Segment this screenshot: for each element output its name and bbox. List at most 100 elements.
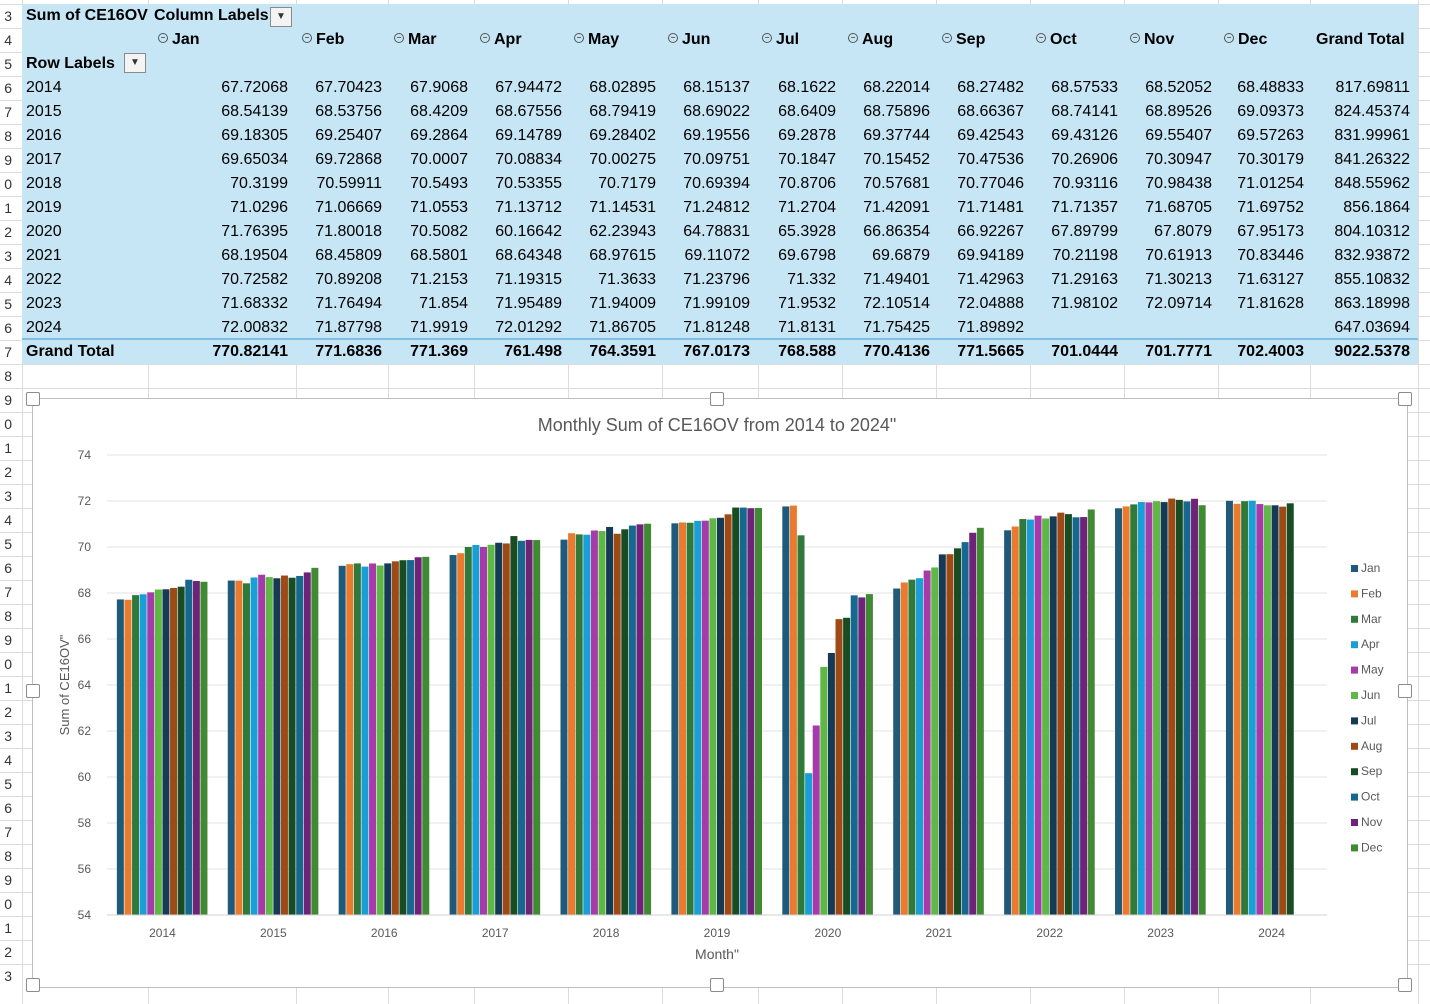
value-cell[interactable]: 71.2704 — [778, 199, 836, 216]
collapse-icon[interactable]: − — [1036, 32, 1046, 43]
value-cell[interactable]: 70.26906 — [1051, 151, 1118, 168]
chart-resize-handle[interactable] — [1398, 684, 1412, 698]
row-number[interactable]: 8 — [4, 608, 12, 624]
collapse-icon[interactable]: − — [574, 32, 584, 43]
value-cell[interactable]: 70.1847 — [778, 151, 836, 168]
collapse-icon[interactable]: − — [302, 32, 312, 43]
row-number[interactable]: 1 — [4, 920, 12, 936]
value-cell[interactable]: 71.63127 — [1237, 271, 1304, 288]
value-cell[interactable]: 71.69752 — [1237, 199, 1304, 216]
row-number[interactable]: 0 — [4, 896, 12, 912]
value-cell[interactable]: 69.14789 — [495, 127, 562, 144]
collapse-icon[interactable]: − — [942, 32, 952, 43]
value-cell[interactable]: 70.83446 — [1237, 247, 1304, 264]
row-number[interactable]: 7 — [4, 104, 12, 120]
value-cell[interactable]: 70.98438 — [1145, 175, 1212, 192]
month-header-may[interactable]: − May — [574, 28, 619, 52]
value-cell[interactable]: 72.10514 — [863, 295, 930, 312]
value-cell[interactable]: 71.80018 — [315, 223, 382, 240]
grand-total-row-label[interactable]: Grand Total — [26, 343, 115, 360]
year-row-label[interactable]: 2021 — [26, 247, 62, 264]
chart-resize-handle[interactable] — [26, 392, 40, 406]
value-cell[interactable]: 71.49401 — [863, 271, 930, 288]
value-cell[interactable]: 71.94009 — [589, 295, 656, 312]
value-cell[interactable]: 71.98102 — [1051, 295, 1118, 312]
value-cell[interactable]: 72.01292 — [495, 319, 562, 336]
value-cell[interactable]: 64.78831 — [683, 223, 750, 240]
row-number[interactable]: 8 — [4, 368, 12, 384]
row-number[interactable]: 5 — [4, 296, 12, 312]
chart-resize-handle[interactable] — [1398, 392, 1412, 406]
value-cell[interactable]: 770.4136 — [863, 343, 930, 360]
value-cell[interactable]: 65.3928 — [778, 223, 836, 240]
row-number[interactable]: 5 — [4, 56, 12, 72]
chart-resize-handle[interactable] — [710, 978, 724, 992]
value-cell[interactable]: 70.61913 — [1145, 247, 1212, 264]
value-cell[interactable]: 68.22014 — [863, 79, 930, 96]
value-cell[interactable]: 70.72582 — [221, 271, 288, 288]
row-number[interactable]: 2 — [4, 944, 12, 960]
value-cell[interactable]: 71.30213 — [1145, 271, 1212, 288]
value-cell[interactable]: 68.6409 — [778, 103, 836, 120]
value-cell[interactable]: 68.53756 — [315, 103, 382, 120]
collapse-icon[interactable]: − — [394, 32, 404, 43]
chart-container[interactable]: Monthly Sum of CE16OV from 2014 to 2024"… — [32, 398, 1408, 988]
value-cell[interactable]: 71.9919 — [410, 319, 468, 336]
row-number[interactable]: 8 — [4, 128, 12, 144]
row-number[interactable]: 1 — [4, 440, 12, 456]
value-cell[interactable]: 70.30179 — [1237, 151, 1304, 168]
value-cell[interactable]: 771.369 — [410, 343, 468, 360]
month-header-dec[interactable]: − Dec — [1224, 28, 1267, 52]
row-number[interactable]: 2 — [4, 464, 12, 480]
month-header-jun[interactable]: − Jun — [668, 28, 710, 52]
row-number[interactable]: 1 — [4, 680, 12, 696]
row-number[interactable]: 7 — [4, 584, 12, 600]
value-cell[interactable]: 68.67556 — [495, 103, 562, 120]
month-header-feb[interactable]: − Feb — [302, 28, 344, 52]
value-cell[interactable]: 70.7179 — [598, 175, 656, 192]
row-number[interactable]: 0 — [4, 656, 12, 672]
value-cell[interactable]: 701.7771 — [1145, 343, 1212, 360]
value-cell[interactable]: 69.42543 — [957, 127, 1024, 144]
row-total-cell[interactable]: 831.99961 — [1334, 127, 1410, 144]
collapse-icon[interactable]: − — [1130, 32, 1140, 43]
value-cell[interactable]: 71.76395 — [221, 223, 288, 240]
value-cell[interactable]: 71.71357 — [1051, 199, 1118, 216]
value-cell[interactable]: 70.89208 — [315, 271, 382, 288]
year-row-label[interactable]: 2024 — [26, 319, 62, 336]
value-cell[interactable]: 70.09751 — [683, 151, 750, 168]
value-cell[interactable]: 71.81248 — [683, 319, 750, 336]
value-cell[interactable]: 69.19556 — [683, 127, 750, 144]
value-cell[interactable]: 68.69022 — [683, 103, 750, 120]
month-header-mar[interactable]: − Mar — [394, 28, 436, 52]
value-cell[interactable]: 71.19315 — [495, 271, 562, 288]
collapse-icon[interactable]: − — [762, 32, 772, 43]
value-cell[interactable]: 68.75896 — [863, 103, 930, 120]
value-cell[interactable]: 71.87798 — [315, 319, 382, 336]
row-number[interactable]: 5 — [4, 776, 12, 792]
row-total-cell[interactable]: 855.10832 — [1334, 271, 1410, 288]
row-number[interactable]: 4 — [4, 752, 12, 768]
value-cell[interactable]: 68.89526 — [1145, 103, 1212, 120]
value-cell[interactable]: 764.3591 — [589, 343, 656, 360]
row-number[interactable]: 3 — [4, 968, 12, 984]
value-cell[interactable]: 67.94472 — [495, 79, 562, 96]
row-number[interactable]: 9 — [4, 872, 12, 888]
value-cell[interactable]: 71.68332 — [221, 295, 288, 312]
value-cell[interactable]: 67.70423 — [315, 79, 382, 96]
value-cell[interactable]: 70.59911 — [316, 175, 382, 192]
value-cell[interactable]: 70.77046 — [957, 175, 1024, 192]
value-cell[interactable]: 72.00832 — [221, 319, 288, 336]
row-number[interactable]: 4 — [4, 512, 12, 528]
row-total-cell[interactable]: 863.18998 — [1334, 295, 1410, 312]
value-cell[interactable]: 68.54139 — [221, 103, 288, 120]
value-cell[interactable]: 68.15137 — [683, 79, 750, 96]
value-cell[interactable]: 70.5082 — [410, 223, 468, 240]
value-cell[interactable]: 68.1622 — [778, 79, 836, 96]
value-cell[interactable]: 69.55407 — [1145, 127, 1212, 144]
value-cell[interactable]: 761.498 — [504, 343, 562, 360]
value-cell[interactable]: 71.68705 — [1145, 199, 1212, 216]
row-number[interactable]: 6 — [4, 560, 12, 576]
value-cell[interactable]: 71.854 — [419, 295, 468, 312]
row-total-cell[interactable]: 856.1864 — [1343, 199, 1410, 216]
